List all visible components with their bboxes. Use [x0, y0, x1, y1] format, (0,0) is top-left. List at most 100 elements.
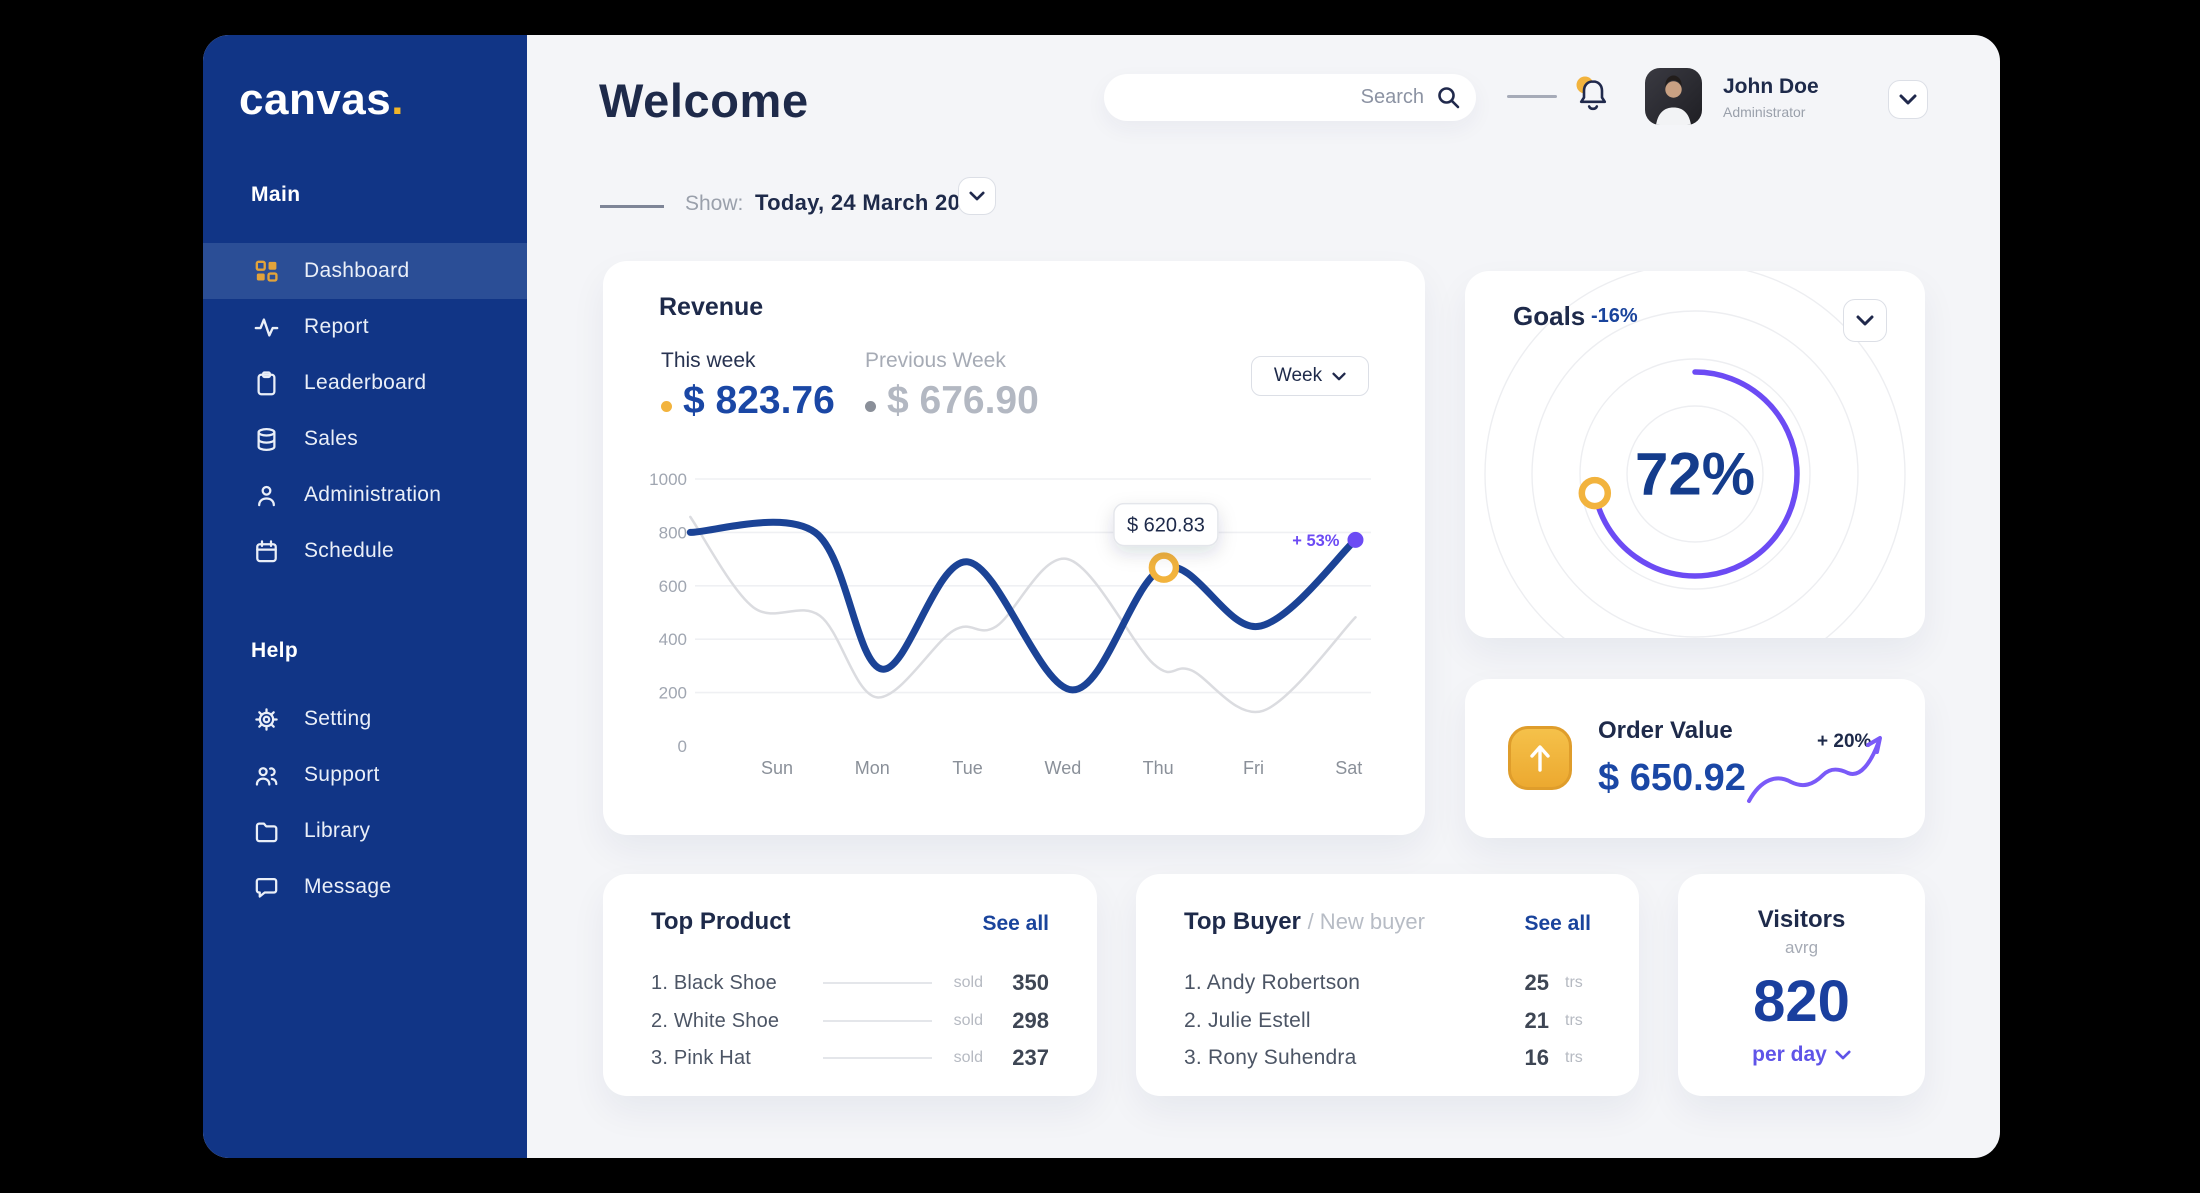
search-icon[interactable]	[1435, 84, 1462, 111]
prev-week-label: Previous Week	[865, 349, 1006, 372]
show-divider-line	[600, 205, 664, 208]
visitors-per-day-selector[interactable]: per day	[1678, 1043, 1925, 1067]
folder-icon	[253, 818, 280, 845]
date-filter-value[interactable]: Today, 24 March 2020	[755, 190, 986, 215]
product-unit: sold	[953, 974, 983, 991]
arrow-up-icon	[1530, 745, 1550, 772]
visitors-footer-label: per day	[1752, 1043, 1827, 1066]
svg-text:Fri: Fri	[1243, 758, 1264, 778]
chevron-down-icon	[1899, 94, 1917, 105]
goals-title: Goals	[1513, 301, 1586, 331]
date-filter-button[interactable]	[958, 177, 996, 215]
buyer-value: 16	[1524, 1045, 1549, 1070]
visitors-title: Visitors	[1757, 906, 1846, 933]
chat-icon	[253, 874, 280, 901]
sidebar-item-report[interactable]: Report	[203, 299, 527, 355]
buyer-value: 21	[1524, 1008, 1549, 1033]
main-content: Welcome John Doe Administr	[527, 35, 2000, 1158]
chevron-down-icon	[1856, 315, 1874, 326]
gear-icon	[253, 706, 280, 733]
buyer-name: 3. Rony Suhendra	[1184, 1046, 1357, 1069]
top-buyer-see-all-link[interactable]: See all	[1524, 912, 1591, 935]
sidebar-item-label: Schedule	[304, 539, 394, 562]
logo-dot: .	[391, 75, 404, 124]
svg-text:Sat: Sat	[1335, 758, 1362, 778]
this-week-dot	[661, 401, 672, 412]
sidebar-item-leaderboard[interactable]: Leaderboard	[203, 355, 527, 411]
buyer-name: 1. Andy Robertson	[1184, 971, 1361, 994]
buyer-unit: trs	[1565, 1012, 1583, 1029]
product-row: 2. White Shoe sold 298	[651, 1008, 1049, 1034]
visitors-subtitle: avrg	[1784, 938, 1819, 957]
product-unit: sold	[953, 1012, 983, 1029]
goals-card: Goals -16% 72%	[1465, 271, 1925, 638]
nav-section-main: Main	[251, 183, 301, 206]
sidebar-item-label: Library	[304, 819, 371, 842]
product-row: 3. Pink Hat sold 237	[651, 1045, 1049, 1071]
user-menu-button[interactable]	[1888, 80, 1928, 119]
product-unit: sold	[953, 1049, 983, 1066]
buyer-unit: trs	[1565, 974, 1583, 991]
user-role: Administrator	[1723, 104, 1806, 120]
top-product-see-all-link[interactable]: See all	[982, 912, 1049, 935]
page-title: Welcome	[599, 74, 809, 127]
chevron-down-icon	[1835, 1050, 1851, 1060]
user-icon	[253, 482, 280, 509]
sidebar-item-dashboard[interactable]: Dashboard	[203, 243, 527, 299]
revenue-card: Revenue This week $ 823.76 Previous Week…	[603, 261, 1425, 835]
sidebar-item-schedule[interactable]: Schedule	[203, 523, 527, 579]
svg-text:Thu: Thu	[1143, 758, 1174, 778]
logo-text: canvas	[239, 75, 392, 124]
product-value: 298	[1012, 1008, 1049, 1033]
user-avatar[interactable]	[1645, 68, 1702, 125]
sidebar-item-support[interactable]: Support	[203, 747, 527, 803]
people-icon	[253, 762, 280, 789]
top-buyer-card: Top Buyer / New buyer See all 1. Andy Ro…	[1136, 874, 1639, 1096]
sidebar-item-library[interactable]: Library	[203, 803, 527, 859]
goals-marker-ring	[1578, 476, 1612, 510]
svg-text:+ 53%: + 53%	[1292, 532, 1340, 550]
prev-week-value: $ 676.90	[887, 379, 1039, 422]
svg-text:Wed: Wed	[1045, 758, 1082, 778]
goals-delta: -16%	[1591, 305, 1638, 327]
row-divider-line	[823, 982, 932, 984]
chevron-down-icon	[969, 191, 985, 201]
buyer-row: 1. Andy Robertson 25 trs	[1184, 970, 1595, 996]
order-value-card: Order Value $ 650.92 + 20%	[1465, 679, 1925, 838]
sidebar-item-message[interactable]: Message	[203, 859, 527, 915]
buyer-row: 2. Julie Estell 21 trs	[1184, 1008, 1595, 1034]
search-input[interactable]	[1104, 74, 1476, 121]
buyer-name: 2. Julie Estell	[1184, 1009, 1311, 1032]
notification-bell-icon[interactable]	[1573, 75, 1613, 119]
clipboard-icon	[253, 370, 280, 397]
svg-text:Mon: Mon	[855, 758, 890, 778]
goals-percent: 72%	[1634, 440, 1756, 508]
svg-text:800: 800	[659, 523, 687, 542]
goals-menu-button[interactable]	[1843, 299, 1887, 342]
user-info[interactable]: John Doe Administrator	[1723, 75, 1819, 120]
sidebar-item-administration[interactable]: Administration	[203, 467, 527, 523]
row-divider-line	[823, 1057, 932, 1059]
app-logo: canvas.	[239, 75, 404, 125]
svg-text:1000: 1000	[649, 470, 687, 489]
sidebar-item-setting[interactable]: Setting	[203, 691, 527, 747]
svg-text:Tue: Tue	[952, 758, 982, 778]
svg-text:400: 400	[659, 630, 687, 649]
order-value-delta: + 20%	[1817, 731, 1872, 752]
dashboard-grid-icon	[253, 258, 280, 285]
order-value-amount: $ 650.92	[1598, 757, 1746, 799]
sidebar-item-label: Support	[304, 763, 380, 786]
range-selector-button[interactable]: Week	[1251, 356, 1369, 396]
this-week-label: This week	[661, 349, 756, 372]
visitors-value: 820	[1753, 969, 1850, 1034]
app-window: canvas. Main Dashboard Report Leaderboar	[203, 35, 2000, 1158]
svg-text:600: 600	[659, 577, 687, 596]
this-week-value: $ 823.76	[683, 379, 835, 422]
revenue-chart: 0 200 400 600 800 1000 Sun Mon Tue Wed Thu Fri Sat + …	[649, 470, 1371, 778]
sidebar-item-sales[interactable]: Sales	[203, 411, 527, 467]
order-up-icon	[1508, 726, 1572, 790]
sidebar-item-label: Setting	[304, 707, 372, 730]
product-name: 3. Pink Hat	[651, 1046, 752, 1069]
svg-text:0: 0	[678, 737, 687, 756]
buyer-row: 3. Rony Suhendra 16 trs	[1184, 1045, 1595, 1071]
